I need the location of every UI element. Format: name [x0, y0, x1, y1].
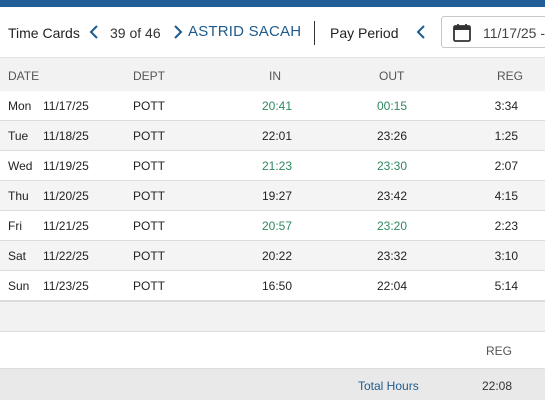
row-out-time[interactable]: 00:15 [377, 99, 408, 113]
employee-name[interactable]: ASTRID SACAH [188, 23, 302, 40]
employee-counter: 39 of 46 [110, 25, 161, 41]
row-in-time[interactable]: 21:23 [262, 159, 293, 173]
header-divider [314, 21, 315, 45]
row-in-time[interactable]: 20:22 [262, 249, 293, 263]
row-date: 11/23/25 [43, 279, 89, 293]
prev-pay-period-button[interactable] [413, 21, 429, 43]
next-employee-button[interactable] [170, 21, 186, 43]
row-in-time[interactable]: 20:41 [262, 99, 293, 113]
total-reg-hours: 22:08 [482, 379, 513, 393]
summary-header-row: REG [0, 332, 545, 368]
row-date: 11/17/25 [43, 99, 89, 113]
row-day: Fri [8, 219, 22, 233]
row-day: Tue [8, 129, 29, 143]
row-day: Sat [8, 249, 27, 263]
table-empty-row [0, 301, 545, 332]
row-reg-hours: 3:10 [494, 249, 518, 263]
column-header-reg: REG [497, 69, 524, 83]
summary-reg-label: REG [486, 344, 513, 358]
row-date: 11/22/25 [43, 249, 89, 263]
row-date: 11/21/25 [43, 219, 89, 233]
chevron-left-icon [89, 25, 98, 39]
row-out-time[interactable]: 23:20 [377, 219, 408, 233]
column-header-dept: DEPT [133, 69, 166, 83]
row-reg-hours: 5:14 [494, 279, 518, 293]
row-reg-hours: 3:34 [494, 99, 518, 113]
row-day: Wed [8, 159, 33, 173]
row-in-time[interactable]: 16:50 [262, 279, 293, 293]
total-hours-row: Total Hours 22:08 [0, 368, 545, 400]
row-in-time[interactable]: 22:01 [262, 129, 293, 143]
row-out-time[interactable]: 23:30 [377, 159, 408, 173]
row-reg-hours: 2:23 [494, 219, 518, 233]
table-row[interactable]: Tue 11/18/25 POTT 22:01 23:26 1:25 [0, 121, 545, 151]
chevron-right-icon [174, 25, 183, 39]
pay-period-date-value: 11/17/25 - [483, 25, 545, 41]
column-header-in: IN [269, 69, 281, 83]
row-dept: POTT [133, 279, 165, 293]
row-day: Sun [8, 279, 30, 293]
row-in-time[interactable]: 20:57 [262, 219, 293, 233]
row-out-time[interactable]: 23:26 [377, 129, 408, 143]
row-date: 11/19/25 [43, 159, 89, 173]
row-dept: POTT [133, 219, 165, 233]
page-title: Time Cards [8, 25, 80, 41]
prev-employee-button[interactable] [86, 21, 102, 43]
row-dept: POTT [133, 159, 165, 173]
table-row[interactable]: Sat 11/22/25 POTT 20:22 23:32 3:10 [0, 241, 545, 271]
timecard-rows: Mon 11/17/25 POTT 20:41 00:15 3:34 Tue 1… [0, 91, 545, 301]
row-dept: POTT [133, 189, 165, 203]
chevron-left-icon [416, 25, 425, 39]
row-out-time[interactable]: 22:04 [377, 279, 408, 293]
table-row[interactable]: Fri 11/21/25 POTT 20:57 23:20 2:23 [0, 211, 545, 241]
row-dept: POTT [133, 129, 165, 143]
row-out-time[interactable]: 23:32 [377, 249, 408, 263]
row-date: 11/18/25 [43, 129, 89, 143]
row-reg-hours: 2:07 [494, 159, 518, 173]
table-row[interactable]: Mon 11/17/25 POTT 20:41 00:15 3:34 [0, 91, 545, 121]
timecard-header: Time Cards 39 of 46 ASTRID SACAH Pay Per… [0, 7, 545, 57]
row-dept: POTT [133, 99, 165, 113]
column-header-date: DATE [8, 69, 40, 83]
pay-period-date-picker[interactable]: 11/17/25 - [441, 16, 545, 48]
calendar-icon [453, 24, 471, 42]
table-row[interactable]: Wed 11/19/25 POTT 21:23 23:30 2:07 [0, 151, 545, 181]
pay-period-label: Pay Period [330, 25, 399, 41]
row-reg-hours: 1:25 [494, 129, 518, 143]
total-hours-label: Total Hours [358, 379, 419, 393]
table-row[interactable]: Thu 11/20/25 POTT 19:27 23:42 4:15 [0, 181, 545, 211]
row-reg-hours: 4:15 [494, 189, 518, 203]
row-day: Mon [8, 99, 32, 113]
table-row[interactable]: Sun 11/23/25 POTT 16:50 22:04 5:14 [0, 271, 545, 301]
row-dept: POTT [133, 249, 165, 263]
row-in-time[interactable]: 19:27 [262, 189, 293, 203]
row-out-time[interactable]: 23:42 [377, 189, 408, 203]
row-day: Thu [8, 189, 29, 203]
top-accent-bar [0, 0, 545, 7]
table-header: DATE DEPT IN OUT REG [0, 57, 545, 91]
row-date: 11/20/25 [43, 189, 89, 203]
column-header-out: OUT [379, 69, 405, 83]
